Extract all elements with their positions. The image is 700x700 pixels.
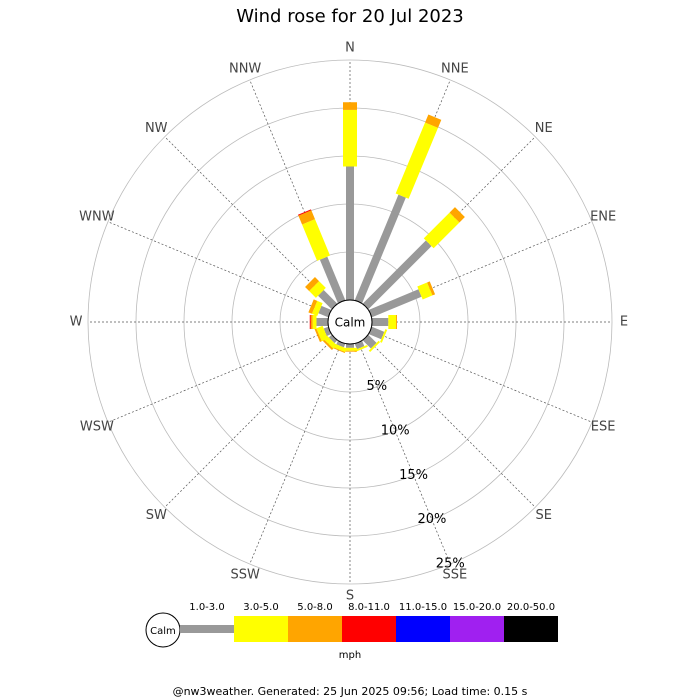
bar-segment <box>380 329 388 343</box>
legend-swatch <box>288 616 342 642</box>
direction-label: W <box>70 315 83 330</box>
legend-label: 20.0-50.0 <box>507 602 555 613</box>
legend-swatch <box>396 616 450 642</box>
spoke <box>164 337 335 508</box>
direction-label: NNE <box>441 61 469 76</box>
direction-label: WNW <box>79 210 115 225</box>
footer: @nw3weather. Generated: 25 Jun 2025 09:5… <box>173 685 528 698</box>
bar-segment <box>395 122 438 199</box>
direction-label: WSW <box>80 419 114 434</box>
bar-segment <box>336 340 346 348</box>
direction-label: SSE <box>442 568 467 583</box>
bar-segment <box>354 194 406 304</box>
ring-label: 10% <box>381 424 410 439</box>
bar-segment <box>368 326 385 340</box>
bar-segment <box>318 305 332 318</box>
bar-segment <box>368 340 381 353</box>
bar-segment <box>314 328 322 343</box>
direction-label: SW <box>146 508 167 523</box>
spoke <box>370 330 593 423</box>
legend-swatch <box>234 616 288 642</box>
direction-label: SE <box>536 508 552 523</box>
spoke <box>358 342 451 565</box>
chart-title: Wind rose for 20 Jul 2023 <box>236 6 464 27</box>
ring-label: 5% <box>366 379 387 394</box>
legend-label: 11.0-15.0 <box>399 602 447 613</box>
ring-label: 25% <box>436 557 465 572</box>
legend-label: 1.0-3.0 <box>189 602 224 613</box>
bar-segment <box>308 299 318 314</box>
bar-segment <box>319 256 346 304</box>
legend-swatch <box>450 616 504 642</box>
bar-segment <box>302 219 331 261</box>
spoke <box>107 221 330 314</box>
bar-segment <box>322 338 334 350</box>
bar-segment <box>423 212 460 249</box>
direction-label: S <box>346 589 354 604</box>
direction-label: E <box>620 315 628 330</box>
calm-label: Calm <box>335 316 366 330</box>
bar-segment <box>311 300 323 317</box>
bar-segment <box>323 326 332 336</box>
bar-segment <box>354 340 365 350</box>
bar-segment <box>298 210 315 225</box>
spoke <box>107 330 330 423</box>
bar-segment <box>368 289 422 318</box>
direction-label: ENE <box>590 210 616 225</box>
bar-segment <box>328 334 338 344</box>
legend-label: 15.0-20.0 <box>453 602 501 613</box>
legend-swatch <box>180 625 234 633</box>
bar-segment <box>354 344 368 353</box>
spoke <box>249 342 342 565</box>
direction-label: N <box>345 41 355 56</box>
legend-label: 3.0-5.0 <box>243 602 278 613</box>
calm-circle <box>327 299 373 345</box>
bar-segment <box>309 281 326 298</box>
bar-segment <box>449 207 465 223</box>
spoke <box>164 136 335 307</box>
legend-calm-label: Calm <box>150 626 176 637</box>
direction-label: NE <box>535 121 553 136</box>
spoke <box>365 337 536 508</box>
ring <box>87 59 613 585</box>
legend-swatch <box>342 616 396 642</box>
ring-label: 15% <box>399 468 428 483</box>
direction-label: ESE <box>591 419 616 434</box>
bar-segment <box>332 343 347 353</box>
direction-label: NW <box>145 121 168 136</box>
bar-segment <box>362 334 377 349</box>
bar-segment <box>417 282 433 300</box>
bar-segment <box>425 114 442 128</box>
bar-segment <box>362 240 432 310</box>
bar-segment <box>318 290 338 310</box>
bar-segment <box>305 277 320 292</box>
legend-label: 8.0-11.0 <box>348 602 390 613</box>
ring-label: 20% <box>417 512 446 527</box>
legend-label: 5.0-8.0 <box>297 602 332 613</box>
bar-segment <box>316 325 328 342</box>
direction-label: SSW <box>230 568 260 583</box>
bar-segment <box>427 281 436 296</box>
bar-segment <box>323 335 337 349</box>
direction-label: NNW <box>229 61 261 76</box>
legend-swatch <box>504 616 558 642</box>
unit-label: mph <box>339 650 361 661</box>
